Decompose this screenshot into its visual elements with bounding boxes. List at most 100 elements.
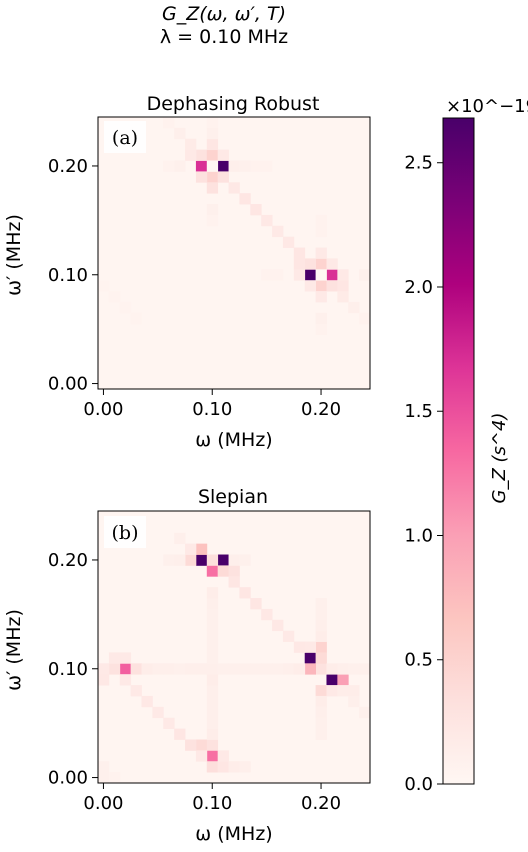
- panel-a-cell: [261, 269, 273, 281]
- panel-b-cell: [217, 761, 229, 773]
- panel-a-cell: [315, 312, 327, 325]
- panel-a-ytick-label: 0.10: [48, 265, 88, 286]
- panel-a-cell: [315, 323, 327, 335]
- panel-b-cell: [206, 674, 219, 686]
- panel-a-cell: [119, 301, 132, 314]
- panel-a-cell: [239, 193, 251, 205]
- panel-a-cell: [337, 280, 349, 292]
- panel-b-cell: [239, 587, 251, 599]
- panel-b-cell: [337, 674, 349, 686]
- panel-b-cell: [239, 663, 251, 675]
- panel-b-cell: [206, 587, 219, 599]
- panel-b-cell: [250, 663, 262, 675]
- panel-a-ytick-label: 0.00: [48, 374, 88, 395]
- panel-b: Slepian (b) 0.00 0.10 0.20 0.00 0.10 0.20 ω (…: [3, 486, 371, 845]
- panel-a-cell: [195, 160, 208, 172]
- panel-a-cell: [206, 214, 219, 227]
- panel-b-cell: [195, 663, 208, 675]
- panel-b-label-box: [104, 516, 146, 548]
- panel-b-cell: [206, 641, 219, 653]
- panel-a-cell: [250, 160, 262, 172]
- panel-a-ytick-label: 0.20: [48, 156, 88, 177]
- panel-a-cell: [163, 117, 175, 129]
- panel-a-cell: [348, 301, 360, 314]
- panel-b-cell: [152, 706, 164, 719]
- panel-b-cell: [315, 608, 327, 621]
- panel-b-cell: [206, 761, 219, 773]
- panel-a-label-box: [104, 121, 146, 153]
- panel-a-cell: [130, 312, 142, 325]
- panel-b-cell: [119, 663, 132, 675]
- panel-b-cell: [206, 728, 219, 740]
- panel-a-cell: [315, 258, 327, 270]
- panel-b-cell: [119, 674, 132, 686]
- panel-b-cell: [98, 674, 110, 686]
- panel-b-cell: [217, 663, 229, 675]
- panel-b-cell: [326, 663, 338, 675]
- panel-b-cell: [174, 728, 186, 740]
- panel-a-axes: 0.00 0.10 0.20 0.00 0.10 0.20: [48, 156, 341, 420]
- panel-b-cell: [261, 608, 273, 621]
- panel-b-cell: [174, 554, 186, 566]
- panel-b-cell: [206, 739, 219, 751]
- panel-a-cell: [359, 269, 371, 281]
- panel-a-cell: [163, 160, 175, 172]
- panel-b-cell: [326, 674, 338, 686]
- panel-a-cell: [195, 171, 208, 183]
- panel-b-heatmap: [98, 511, 371, 784]
- panel-a-title: Dephasing Robust: [147, 93, 320, 115]
- panel-a-cell: [293, 258, 306, 270]
- panel-a-cell: [206, 117, 219, 129]
- panel-a-cell: [239, 160, 251, 172]
- panel-b-xtick-label: 0.20: [301, 793, 341, 814]
- panel-a-cell: [261, 214, 273, 227]
- panel-b-ytick-label: 0.10: [48, 659, 88, 680]
- colorbar: ×10^−19 0.0 0.5 1.0 1.5 2.0 2.5 G_Z (s^4): [404, 96, 528, 795]
- panel-b-cell: [239, 554, 251, 566]
- panel-a-xtick-label: 0.20: [301, 399, 341, 420]
- panel-b-ylabel: ω′ (MHz): [3, 609, 25, 691]
- panel-b-cell: [337, 663, 349, 675]
- panel-a-cell: [206, 138, 219, 151]
- colorbar-tick-label: 0.5: [404, 650, 433, 671]
- panel-b-ytick-label: 0.20: [48, 550, 88, 571]
- panel-a-cell: [293, 247, 306, 259]
- panel-b-cell: [206, 695, 219, 708]
- colorbar-tick-label: 0.0: [404, 774, 433, 795]
- panel-b-cell: [108, 663, 121, 675]
- panel-a-cell: [315, 280, 327, 292]
- colorbar-ticks: 0.0 0.5 1.0 1.5 2.0 2.5: [404, 153, 443, 795]
- panel-b-cell: [185, 554, 197, 566]
- panel-b-cell: [141, 695, 153, 708]
- panel-a-cell: [228, 160, 240, 172]
- panel-b-cell: [206, 706, 219, 719]
- panel-b-cell: [315, 728, 327, 740]
- panel-b-cell: [304, 663, 316, 675]
- panel-b-ytick-label: 0.00: [48, 768, 88, 789]
- panel-b-cell: [293, 641, 306, 653]
- figure-subtitle: λ = 0.10 MHz: [160, 26, 288, 48]
- panel-a-cell: [185, 149, 197, 161]
- panel-a-cell: [315, 269, 327, 281]
- panel-a-xtick-label: 0.10: [192, 399, 232, 420]
- panel-b-cell: [185, 663, 197, 675]
- panel-b-cell: [228, 761, 240, 773]
- panel-b-cell: [195, 554, 208, 566]
- panel-b-cell: [206, 750, 219, 762]
- panel-a-cell: [206, 127, 219, 140]
- panel-a-cell: [304, 269, 316, 281]
- panel-a-cell: [217, 171, 229, 183]
- panel-b-cell: [217, 750, 229, 762]
- panel-b-cell: [250, 598, 262, 610]
- figure-title: G_Z(ω, ω′, T): [162, 3, 286, 25]
- panel-b-cell: [163, 554, 175, 566]
- panel-b-cell: [272, 619, 284, 632]
- panel-b-cell: [315, 706, 327, 719]
- panel-a-cell: [174, 160, 186, 172]
- panel-b-cell: [98, 663, 110, 675]
- panel-b-cell: [337, 685, 349, 697]
- panel-b-xlabel: ω (MHz): [195, 823, 272, 845]
- panel-b-cell: [206, 619, 219, 632]
- panel-b-cell: [108, 772, 121, 784]
- panel-b-label: (b): [112, 522, 139, 544]
